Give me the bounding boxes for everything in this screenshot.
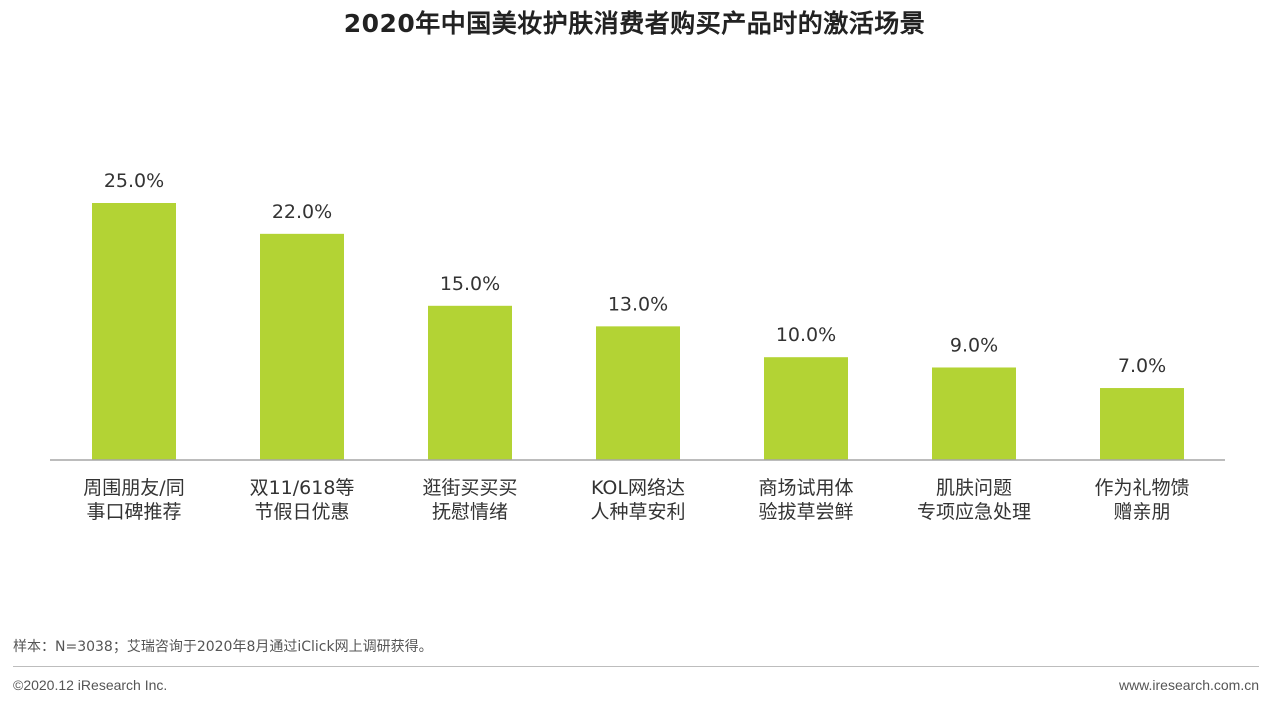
category-label: 肌肤问题 [936, 477, 1012, 499]
category-label: 人种草安利 [590, 501, 685, 523]
bar [1100, 388, 1184, 460]
category-label: 抚慰情绪 [432, 501, 508, 523]
bar [764, 357, 848, 460]
category-label: 验拔草尝鲜 [758, 501, 853, 523]
category-label: KOL网络达 [591, 477, 685, 499]
category-label: 赠亲朋 [1113, 501, 1170, 523]
copyright-text: ©2020.12 iResearch Inc. [13, 677, 168, 693]
bar-value-label: 25.0% [104, 170, 164, 192]
bar [932, 367, 1016, 460]
category-label: 作为礼物馈 [1094, 477, 1189, 499]
bar-value-label: 15.0% [440, 273, 500, 295]
category-label: 逛街买买买 [422, 477, 517, 499]
bar-value-label: 10.0% [776, 324, 836, 346]
bar [260, 233, 344, 460]
category-label: 专项应急处理 [917, 501, 1031, 523]
bar-value-label: 9.0% [950, 334, 998, 356]
bar-value-label: 13.0% [608, 293, 668, 315]
category-label: 商场试用体 [758, 477, 853, 499]
bar-value-label: 7.0% [1118, 355, 1166, 377]
category-label: 节假日优惠 [254, 501, 349, 523]
bar [596, 326, 680, 460]
footer-divider [13, 666, 1259, 667]
category-label: 周围朋友/同 [83, 477, 184, 499]
category-label: 事口碑推荐 [86, 501, 181, 523]
sample-note: 样本：N=3038；艾瑞咨询于2020年8月通过iClick网上调研获得。 [13, 639, 433, 655]
bar [428, 305, 512, 460]
bar [92, 203, 176, 460]
category-label: 双11/618等 [250, 477, 355, 499]
chart-title: 2020年中国美妆护肤消费者购买产品时的激活场景 [343, 9, 926, 38]
bar-value-label: 22.0% [272, 201, 332, 223]
website-link[interactable]: www.iresearch.com.cn [1118, 677, 1259, 693]
